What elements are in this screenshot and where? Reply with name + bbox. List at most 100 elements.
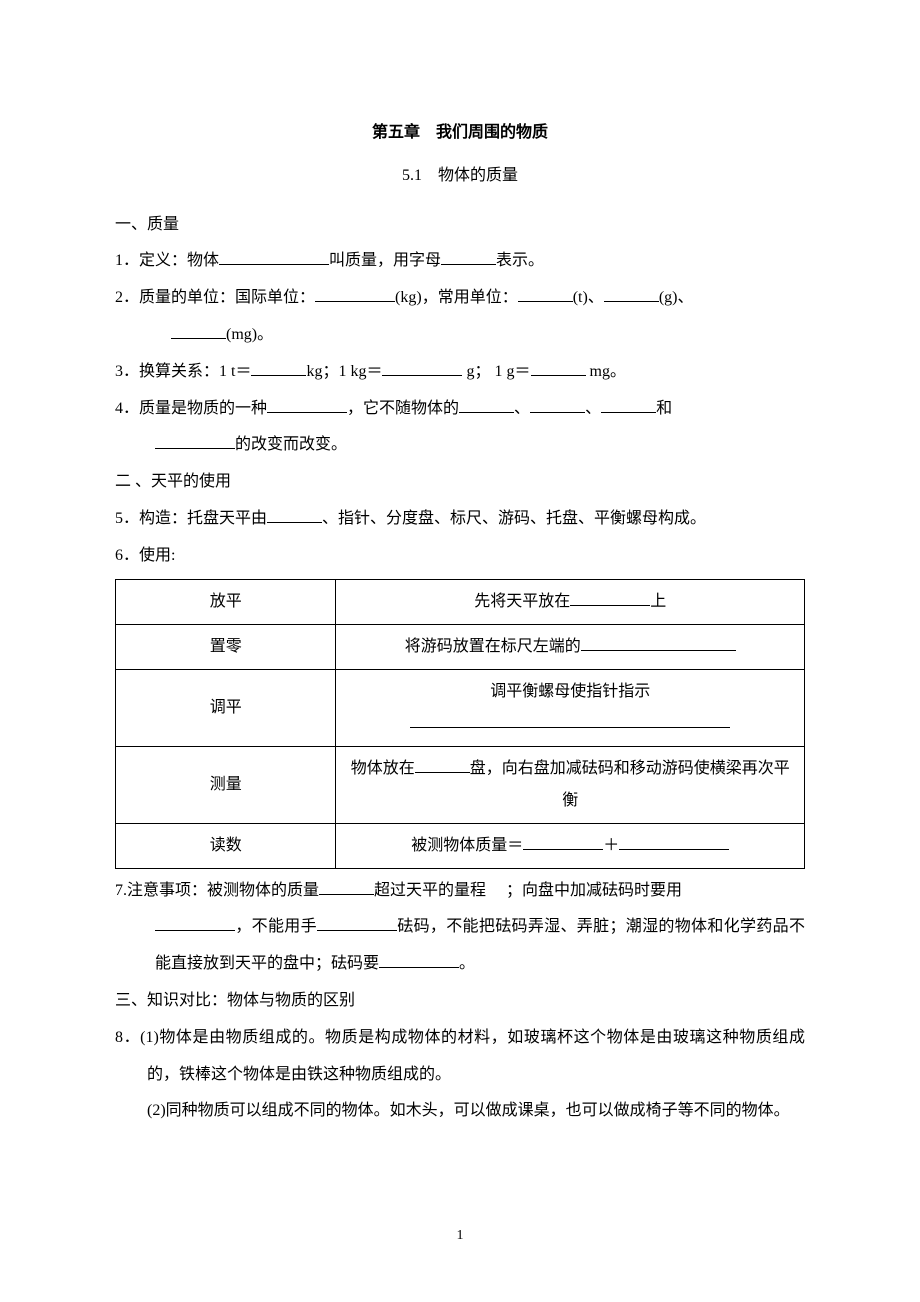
blank [155, 432, 235, 449]
blank [319, 878, 374, 895]
item-8-a: (1)物体是由物质组成的。物质是构成物体的材料，如玻璃杯这个物体是由玻璃这种物质… [140, 1029, 805, 1083]
item-4-t3: 、 [514, 400, 530, 417]
item-8-num: 8． [115, 1029, 140, 1046]
item-5-num: 5． [115, 510, 139, 527]
item-5: 5．构造：托盘天平由 、指针、分度盘、标尺、游码、托盘、平衡螺母构成。 [115, 501, 805, 538]
item-3-t3: g； 1 g＝ [462, 363, 530, 380]
usage-table: 放平 先将天平放在上 置零 将游码放置在标尺左端的 调平 调平衡螺母使指针指示 … [115, 579, 805, 869]
blank [531, 359, 586, 376]
cell-content: 将游码放置在标尺左端的 [336, 624, 805, 669]
item-7-t2: 超过天平的量程 [374, 882, 486, 899]
blank [267, 506, 322, 523]
item-3-t1: 换算关系：1 t＝ [139, 363, 251, 380]
blank [570, 589, 650, 606]
item-5-t2: 、指针、分度盘、标尺、游码、托盘、平衡螺母构成。 [322, 510, 706, 527]
blank [219, 248, 329, 265]
item-2-line2: (mg)。 [115, 317, 805, 354]
r1-t2: 上 [650, 593, 666, 610]
item-3-num: 3． [115, 363, 139, 380]
item-7-line2: ，不能用手砝码，不能把砝码弄湿、弄脏；潮湿的物体和化学药品不能直接放到天平的盘中… [115, 909, 805, 983]
item-2-t3: (t)、 [573, 289, 604, 306]
blank [619, 833, 729, 850]
blank [379, 951, 459, 968]
item-7-t4: ，不能用手 [235, 918, 317, 935]
cell-content: 调平衡螺母使指针指示 [336, 669, 805, 746]
item-2-t2: (kg)，常用单位： [395, 289, 518, 306]
blank [251, 359, 306, 376]
item-4: 4．质量是物质的一种 ，它不随物体的 、 、 和 [115, 391, 805, 428]
item-7-t3: ；向盘中加减砝码时要用 [506, 882, 682, 899]
item-6-t1: 使用: [139, 547, 175, 564]
item-2-num: 2． [115, 289, 139, 306]
item-1-num: 1． [115, 252, 139, 269]
r3-t1: 调平衡螺母使指针指示 [344, 676, 796, 708]
item-7-t1: 注意事项：被测物体的质量 [127, 882, 319, 899]
blank [155, 914, 235, 931]
blank [315, 285, 395, 302]
r5-t1: 被测物体质量＝ [411, 837, 523, 854]
table-row: 测量 物体放在 盘，向右盘加减砝码和移动游码使横梁再次平衡 [116, 746, 805, 823]
item-2: 2．质量的单位：国际单位：(kg)，常用单位：(t)、(g)、 [115, 280, 805, 317]
cell-content: 被测物体质量＝ ＋ [336, 823, 805, 868]
item-1-t3: 表示。 [496, 252, 544, 269]
blank [530, 396, 585, 413]
item-7-num: 7. [115, 882, 127, 899]
item-4-t1: 质量是物质的一种 [139, 400, 267, 417]
page-container: 第五章 我们周围的物质 5.1 物体的质量 一、质量 1．定义：物体 叫质量，用字… [0, 0, 920, 1292]
heading-2: 二 、天平的使用 [115, 464, 805, 501]
blank [581, 634, 736, 651]
section-title: 5.1 物体的质量 [115, 158, 805, 195]
item-8a: 8．(1)物体是由物质组成的。物质是构成物体的材料，如玻璃杯这个物体是由玻璃这种… [115, 1020, 805, 1094]
cell-label: 放平 [116, 579, 336, 624]
cell-content: 先将天平放在 上 [336, 579, 805, 624]
item-5-t1: 构造：托盘天平由 [139, 510, 267, 527]
item-4-line2: 的改变而改变。 [115, 427, 805, 464]
item-4-t2: ，它不随物体的 [347, 400, 459, 417]
blank [518, 285, 573, 302]
item-4-t4: 、 [585, 400, 601, 417]
cell-label: 置零 [116, 624, 336, 669]
blank [317, 914, 397, 931]
cell-label: 测量 [116, 746, 336, 823]
blank [382, 359, 462, 376]
item-4-t6: 的改变而改变。 [235, 436, 347, 453]
item-4-t5: 和 [656, 400, 672, 417]
cell-content: 物体放在 盘，向右盘加减砝码和移动游码使横梁再次平衡 [336, 746, 805, 823]
blank [415, 756, 470, 773]
item-3-t2: kg；1 kg＝ [306, 363, 382, 380]
cell-label: 调平 [116, 669, 336, 746]
r4-t2: 盘，向右盘加减砝码和移动游码使横梁再次平衡 [470, 760, 790, 809]
table-row: 放平 先将天平放在 上 [116, 579, 805, 624]
blank [410, 711, 730, 728]
r2-t1: 将游码放置在标尺左端的 [405, 638, 581, 655]
page-number: 1 [115, 1220, 805, 1252]
item-8b: (2)同种物质可以组成不同的物体。如木头，可以做成课桌，也可以做成椅子等不同的物… [115, 1093, 805, 1130]
item-2-t5: (mg)。 [226, 326, 273, 343]
item-6: 6．使用: [115, 538, 805, 575]
item-3: 3．换算关系：1 t＝ kg；1 kg＝ g； 1 g＝ mg。 [115, 354, 805, 391]
cell-label: 读数 [116, 823, 336, 868]
item-1-t2: 叫质量，用字母 [329, 252, 441, 269]
r4-t1: 物体放在 [351, 760, 415, 777]
item-7: 7.注意事项：被测物体的质量 超过天平的量程 ；向盘中加减砝码时要用 [115, 873, 805, 910]
blank [171, 322, 226, 339]
blank [441, 248, 496, 265]
item-1-t1: 定义：物体 [139, 252, 219, 269]
heading-1: 一、质量 [115, 207, 805, 244]
blank [459, 396, 514, 413]
table-row: 调平 调平衡螺母使指针指示 [116, 669, 805, 746]
blank [601, 396, 656, 413]
blank [604, 285, 659, 302]
item-3-t4: mg。 [586, 363, 626, 380]
r5-t2: ＋ [603, 837, 619, 854]
heading-3: 三、知识对比：物体与物质的区别 [115, 983, 805, 1020]
item-7-t6: 。 [459, 955, 475, 972]
table-row: 读数 被测物体质量＝ ＋ [116, 823, 805, 868]
table-row: 置零 将游码放置在标尺左端的 [116, 624, 805, 669]
blank [523, 833, 603, 850]
chapter-title: 第五章 我们周围的物质 [115, 115, 805, 152]
item-4-num: 4． [115, 400, 139, 417]
blank [267, 396, 347, 413]
r1-t1: 先将天平放在 [474, 593, 570, 610]
item-2-t4: (g)、 [659, 289, 694, 306]
